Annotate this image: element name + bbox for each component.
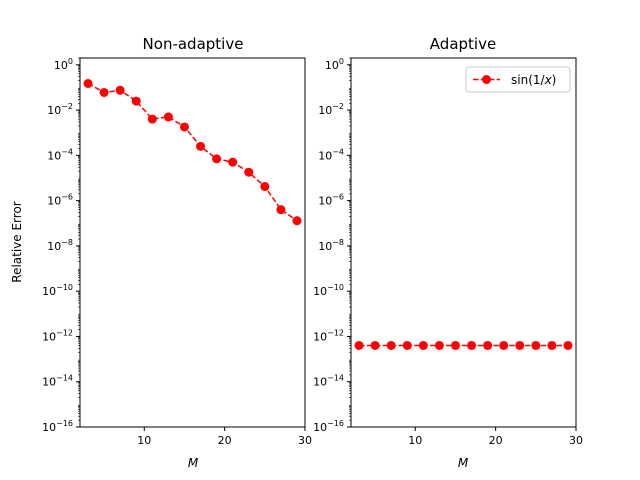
y-tick-label: 10−12	[42, 328, 73, 343]
data-point	[228, 157, 238, 167]
data-point	[354, 340, 364, 350]
y-tick-label: 10−8	[318, 238, 344, 253]
data-point	[179, 122, 189, 132]
y-axis-label: Relative Error	[10, 201, 24, 283]
data-point	[499, 340, 509, 350]
data-point	[547, 340, 557, 350]
y-tick-label: 10−6	[47, 193, 73, 208]
y-tick-label: 10−4	[318, 147, 344, 162]
legend-label: sin(1/x)	[511, 73, 556, 87]
legend-box	[465, 66, 571, 93]
data-point	[83, 78, 93, 88]
y-tick-label: 10−4	[47, 147, 73, 162]
data-point	[467, 340, 477, 350]
x-tick-label: 10	[137, 434, 151, 447]
y-tick-label: 10−16	[313, 419, 344, 434]
data-point	[212, 154, 222, 164]
chart-title: Non-adaptive	[143, 35, 244, 53]
x-tick-label: 20	[218, 434, 232, 447]
data-point	[131, 96, 141, 106]
y-tick-label: 100	[54, 57, 73, 72]
data-point	[450, 340, 460, 350]
data-point	[515, 340, 525, 350]
y-tick-label: 10−8	[47, 238, 73, 253]
data-point	[115, 85, 125, 95]
y-tick-label: 10−16	[42, 419, 73, 434]
data-point	[434, 340, 444, 350]
data-point	[244, 167, 254, 177]
axis-ticks: 10 20 30 100 10−2 10−4 10−6 10−8 10−10 10−12 10−14…	[42, 57, 312, 447]
y-tick-label: 10−2	[318, 102, 344, 117]
data-point	[370, 340, 380, 350]
legend-marker	[482, 75, 491, 84]
x-tick-label: 30	[298, 434, 312, 447]
x-tick-label: 20	[489, 434, 503, 447]
data-point	[276, 205, 286, 215]
panel-adaptive: Adaptive M 10 20 30 100 10−2 10−4 10−6 10−8 10−1…	[313, 35, 583, 470]
data-point	[260, 182, 270, 192]
x-axis-label: M	[458, 456, 469, 470]
data-point	[531, 340, 541, 350]
axes-frame	[79, 57, 306, 428]
y-tick-label: 10−14	[42, 374, 73, 389]
plot-area	[83, 78, 302, 226]
data-point	[163, 112, 173, 122]
data-point	[483, 340, 493, 350]
data-point	[99, 87, 109, 97]
data-point	[402, 340, 412, 350]
legend: sin(1/x)	[465, 66, 571, 93]
y-tick-label: 10−12	[313, 328, 344, 343]
y-tick-label: 10−10	[313, 283, 344, 298]
axes-frame	[350, 57, 577, 428]
panel-non-adaptive: Non-adaptive M Relative Error 10 20 301001…	[10, 35, 312, 470]
chart-title: Adaptive	[430, 35, 496, 53]
y-tick-label: 10−10	[42, 283, 73, 298]
data-point	[418, 340, 428, 350]
y-tick-label: 10−14	[313, 374, 344, 389]
data-point	[196, 141, 206, 151]
data-point	[292, 216, 302, 226]
plot-area	[354, 340, 573, 350]
data-point	[386, 340, 396, 350]
y-tick-label: 100	[325, 57, 344, 72]
x-tick-label: 10	[408, 434, 422, 447]
x-tick-label: 30	[569, 434, 583, 447]
y-tick-label: 10−2	[47, 102, 73, 117]
x-axis-label: M	[188, 456, 199, 470]
y-tick-label: 10−6	[318, 193, 344, 208]
data-point	[147, 114, 157, 124]
data-point	[563, 340, 573, 350]
